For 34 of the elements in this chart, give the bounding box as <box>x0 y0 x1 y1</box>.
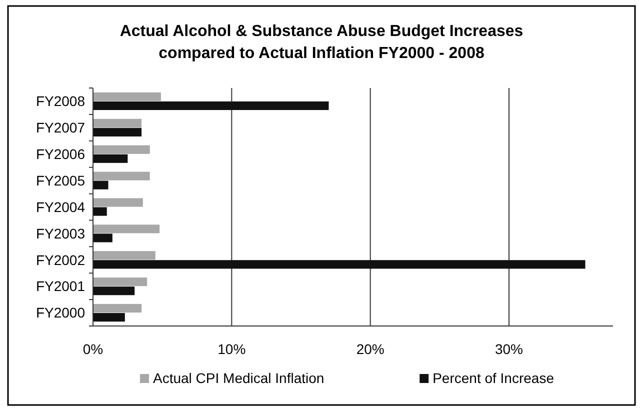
y-tick-label: FY2002 <box>36 252 86 268</box>
bar <box>93 92 161 101</box>
y-tick-label: FY2001 <box>36 278 86 294</box>
legend-label: Percent of Increase <box>432 370 554 386</box>
bar <box>93 172 150 180</box>
bar <box>93 128 142 136</box>
y-tick-label: FY2005 <box>36 172 86 188</box>
bar <box>93 207 107 216</box>
y-tick-label: FY2008 <box>36 93 86 110</box>
bar <box>93 118 142 128</box>
legend-label: Actual CPI Medical Inflation <box>153 370 324 386</box>
bar <box>93 145 150 154</box>
bar <box>93 154 128 163</box>
bar <box>93 313 125 322</box>
bar <box>93 251 156 260</box>
y-tick-label: FY2003 <box>36 225 86 242</box>
bar <box>93 198 143 207</box>
bar <box>93 101 329 110</box>
x-tick-label: 20% <box>356 341 384 357</box>
x-tick-label: 10% <box>218 341 246 357</box>
x-tick-label: 0% <box>82 341 104 357</box>
chart-title: Actual Alcohol & Substance Abuse Budget Increases compared to Actual Inflation FY2000 - 2008 <box>120 23 524 62</box>
y-tick-label: FY2004 <box>36 198 86 215</box>
bar <box>93 286 135 296</box>
y-tick-label: FY2000 <box>36 304 86 321</box>
bar <box>93 180 108 190</box>
bar <box>93 304 142 313</box>
bar <box>93 278 148 286</box>
bar <box>93 234 112 242</box>
bar <box>93 260 586 269</box>
y-tick-label: FY2007 <box>36 120 86 136</box>
x-tick-label: 30% <box>494 341 524 357</box>
bar <box>93 224 160 234</box>
y-tick-label: FY2006 <box>36 146 86 162</box>
